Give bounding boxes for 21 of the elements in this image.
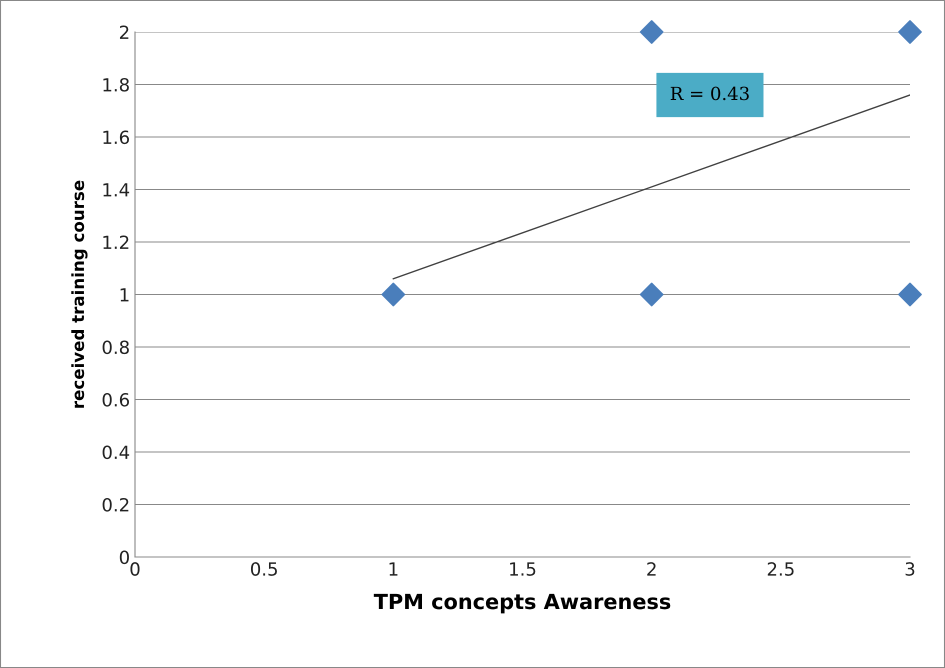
- y-tick-label: 2: [120, 25, 128, 39]
- y-tick-label: 0.4: [102, 445, 130, 460]
- x-tick-label: 0.5: [251, 562, 277, 576]
- y-tick-label: 1.4: [103, 183, 130, 196]
- x-tick-label: 0: [130, 562, 140, 576]
- x-tick-label: 3: [906, 562, 914, 576]
- x-tick-label: 1: [390, 562, 398, 576]
- y-tick-label: 0.8: [102, 340, 129, 354]
- x-tick-label: 2: [647, 562, 656, 576]
- x-axis-title: TPM concepts Awareness: [374, 594, 670, 614]
- y-tick-label: 0: [120, 550, 129, 564]
- y-tick-label: 1.2: [103, 235, 128, 249]
- x-tick-label: 2.5: [768, 562, 794, 576]
- y-tick-label: 0.2: [102, 498, 128, 512]
- y-tick-label: 1.8: [103, 78, 129, 92]
- y-axis-title: received training course: [71, 180, 88, 408]
- y-tick-label: 1.6: [103, 130, 130, 144]
- annotation: R = 0.43: [670, 86, 749, 100]
- y-tick-label: 0.6: [102, 392, 130, 407]
- x-tick-label: 1.5: [510, 562, 536, 576]
- y-tick-label: 1: [120, 288, 128, 302]
